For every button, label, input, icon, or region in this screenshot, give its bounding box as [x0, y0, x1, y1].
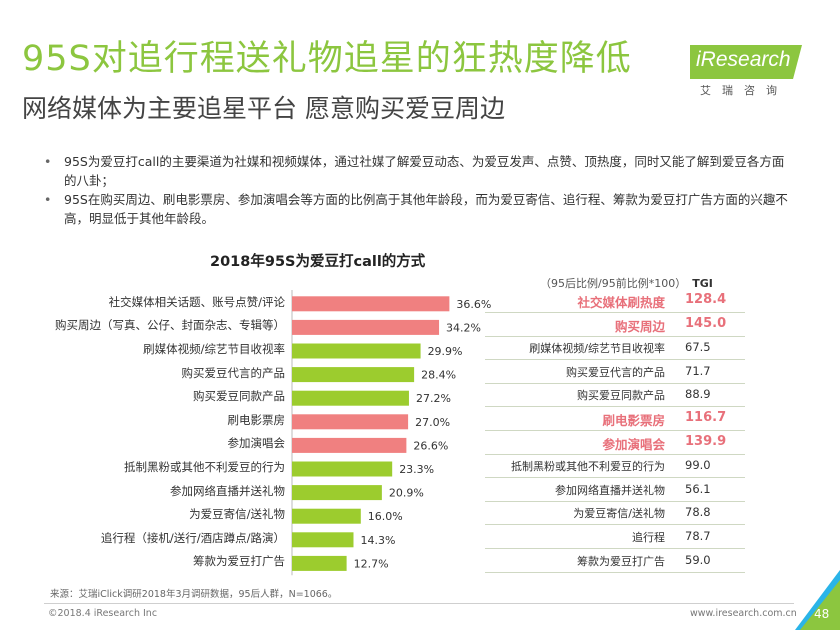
tgi-row: 追行程 78.7 [485, 526, 745, 549]
tgi-value: 78.8 [685, 505, 711, 520]
chart-title: 2018年95S为爱豆打call的方式 [210, 254, 426, 270]
website-link[interactable]: www.iresearch.com.cn [690, 608, 797, 619]
tgi-row: 为爱豆寄信/送礼物 78.8 [485, 502, 745, 526]
bar [292, 319, 440, 335]
tgi-row: 抵制黑粉或其他不利爱豆的行为 99.0 [485, 455, 745, 479]
bullet-dot-icon: • [44, 154, 52, 169]
tgi-value: 128.4 [685, 292, 727, 307]
tgi-label: 刷媒体视频/综艺节目收视率 [529, 342, 665, 356]
tgi-row: 参加网络直播并送礼物 56.1 [485, 479, 745, 502]
tgi-caption-text: （95后比例/95前比例*100） [540, 277, 687, 290]
bar-value-label: 28.4% [421, 369, 456, 382]
tgi-caption: （95后比例/95前比例*100） TGI [540, 275, 713, 291]
bar-value-label: 14.3% [360, 534, 395, 547]
bar-value-label: 26.6% [413, 439, 448, 452]
tgi-value: 67.5 [685, 340, 711, 355]
bar [292, 437, 407, 453]
tgi-label: 追行程 [632, 531, 665, 544]
copyright: ©2018.4 iResearch Inc [48, 608, 158, 619]
bar [292, 555, 347, 571]
bullet-dot-icon: • [44, 192, 52, 207]
bar-value-label: 29.9% [428, 345, 463, 358]
category-label: 购买爱豆同款产品 [193, 389, 285, 404]
logo-cn-text: 艾瑞咨询 [700, 84, 788, 97]
corner-decoration [795, 570, 840, 630]
bullet-item: • 95S在购买周边、刷电影票房、参加演唱会等方面的比例高于其他年龄段，而为爱豆… [44, 190, 794, 228]
bar-value-label: 27.0% [415, 416, 450, 429]
bar-value-label: 27.2% [416, 392, 451, 405]
tgi-label: 购买爱豆代言的产品 [566, 365, 665, 379]
tgi-label: 筹款为爱豆打广告 [577, 554, 665, 568]
tgi-row: 购买爱豆代言的产品 71.7 [485, 361, 745, 384]
tgi-value: 139.9 [685, 433, 727, 449]
tgi-row: 筹款为爱豆打广告 59.0 [485, 550, 745, 573]
bar [292, 485, 382, 501]
category-label: 购买爱豆代言的产品 [181, 365, 286, 380]
category-label: 社交媒体相关话题、账号点赞/评论 [108, 294, 285, 309]
bar [292, 532, 354, 548]
tgi-label: 刷电影票房 [602, 413, 665, 428]
category-label: 筹款为爱豆打广告 [193, 554, 285, 569]
category-label: 购买周边（写真、公仔、封面杂志、专辑等） [55, 318, 285, 333]
page-subtitle: 网络媒体为主要追星平台 愿意购买爱豆周边 [22, 94, 505, 123]
bar [292, 296, 450, 312]
tgi-label: 参加演唱会 [602, 436, 665, 452]
bar [292, 367, 415, 383]
page-title: 95S对追行程送礼物追星的狂热度降低 [22, 39, 632, 79]
tgi-row: 购买周边 145.0 [485, 314, 745, 337]
bullet-text: 95S在购买周边、刷电影票房、参加演唱会等方面的比例高于其他年龄段，而为爱豆寄信… [64, 192, 788, 226]
iresearch-logo: iResearch 艾瑞咨询 [690, 45, 802, 97]
tgi-row: 购买爱豆同款产品 88.9 [485, 384, 745, 408]
tgi-row: 刷电影票房 116.7 [485, 408, 745, 431]
tgi-label: 抵制黑粉或其他不利爱豆的行为 [511, 460, 665, 474]
bullet-list: • 95S为爱豆打call的主要渠道为社媒和视频媒体，通过社媒了解爱豆动态、为爱… [44, 152, 794, 228]
tgi-label: 参加网络直播并送礼物 [555, 483, 665, 497]
tgi-value: 56.1 [685, 481, 711, 496]
tgi-header-label: TGI [692, 277, 713, 290]
category-label: 刷媒体视频/综艺节目收视率 [143, 342, 285, 356]
tgi-label: 购买爱豆同款产品 [577, 389, 665, 403]
category-label: 参加网络直播并送礼物 [170, 483, 285, 498]
category-label: 参加演唱会 [227, 436, 286, 451]
tgi-value: 78.7 [685, 529, 711, 543]
category-label: 为爱豆寄信/送礼物 [189, 507, 285, 522]
bar-value-label: 12.7% [354, 557, 389, 570]
bar-value-label: 16.0% [368, 510, 403, 523]
bar [292, 343, 421, 359]
bar [292, 508, 361, 524]
tgi-label: 购买周边 [614, 318, 665, 334]
tgi-row: 社交媒体刷热度 128.4 [485, 290, 745, 313]
source-note: 来源：艾瑞iClick调研2018年3月调研数据，95后人群，N=1066。 [50, 589, 338, 600]
footer-divider [44, 603, 794, 604]
tgi-value: 99.0 [685, 458, 711, 473]
tgi-value: 145.0 [685, 315, 727, 331]
bar-value-label: 20.9% [389, 487, 424, 500]
category-label: 刷电影票房 [227, 412, 286, 427]
logo-background [690, 45, 802, 79]
bullet-item: • 95S为爱豆打call的主要渠道为社媒和视频媒体，通过社媒了解爱豆动态、为爱… [44, 152, 794, 190]
tgi-label: 社交媒体刷热度 [577, 295, 665, 310]
tgi-value: 71.7 [685, 363, 711, 378]
tgi-value: 88.9 [685, 387, 711, 402]
bar-value-label: 34.2% [446, 321, 481, 334]
bar-value-label: 23.3% [399, 463, 434, 476]
tgi-value: 59.0 [685, 552, 711, 567]
tgi-row: 刷媒体视频/综艺节目收视率 67.5 [485, 337, 745, 361]
tgi-label: 为爱豆寄信/送礼物 [573, 507, 665, 521]
bar [292, 414, 409, 430]
tgi-row: 参加演唱会 139.9 [485, 432, 745, 455]
category-label: 抵制黑粉或其他不利爱豆的行为 [124, 460, 285, 474]
bar [292, 390, 409, 406]
bullet-text: 95S为爱豆打call的主要渠道为社媒和视频媒体，通过社媒了解爱豆动态、为爱豆发… [64, 154, 785, 188]
page-number: 48 [814, 607, 830, 621]
category-label: 追行程（接机/送行/酒店蹲点/路演） [100, 530, 285, 545]
logo-text: iResearch [696, 48, 791, 71]
bar [292, 461, 393, 477]
tgi-value: 116.7 [685, 410, 727, 425]
